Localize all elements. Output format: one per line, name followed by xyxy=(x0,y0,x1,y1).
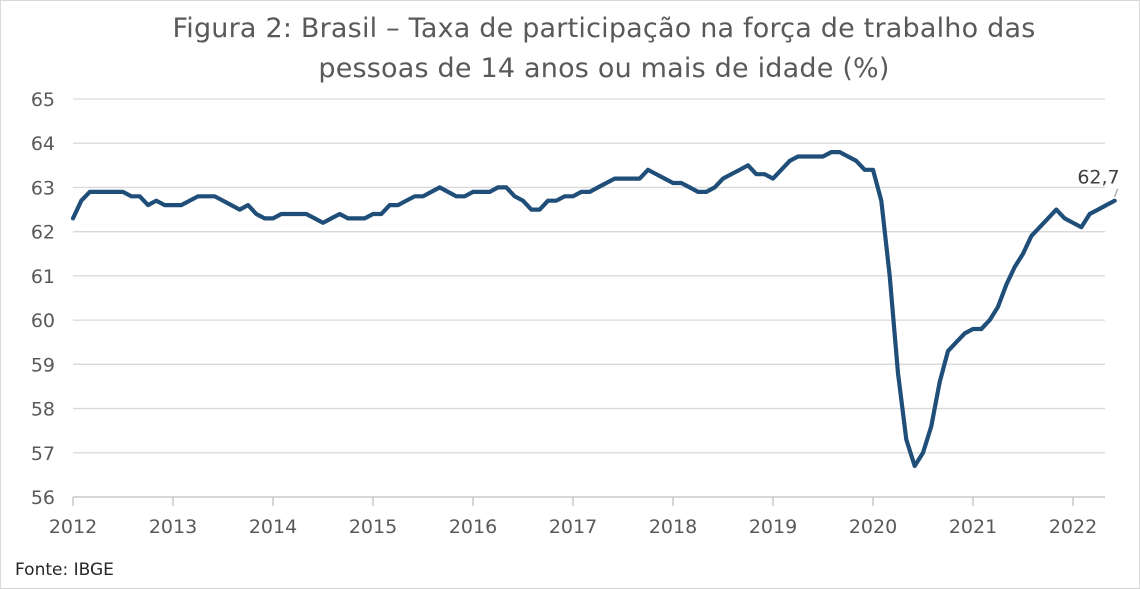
data-labels: 62,7 xyxy=(1077,167,1120,197)
x-tick-label-2018: 2018 xyxy=(649,516,697,538)
gridlines xyxy=(73,98,1105,454)
x-tick-label-2021: 2021 xyxy=(949,516,997,538)
y-axis-tick-labels: 56 57 58 59 60 61 62 63 64 65 xyxy=(31,89,55,509)
y-tick-label-61: 61 xyxy=(31,266,55,288)
y-tick-label-59: 59 xyxy=(31,354,55,376)
series xyxy=(70,150,1117,469)
chart-title-line-1: Figura 2: Brasil – Taxa de participação … xyxy=(172,13,1036,44)
x-tick-label-2015: 2015 xyxy=(349,516,397,538)
series-line-0 xyxy=(70,150,1117,469)
y-tick-label-60: 60 xyxy=(31,310,55,332)
chart-title-line-2: pessoas de 14 anos ou mais de idade (%) xyxy=(318,53,890,84)
x-tick-label-2016: 2016 xyxy=(449,516,497,538)
y-tick-label-56: 56 xyxy=(31,487,55,509)
y-tick-label-63: 63 xyxy=(31,177,55,199)
x-axis-tick-labels: 2012 2013 2014 2015 2016 2017 2018 2019 2020 2021… xyxy=(49,516,1097,538)
x-tick-label-2012: 2012 xyxy=(49,516,97,538)
x-tick-label-2013: 2013 xyxy=(149,516,197,538)
last-value-label: 62,7 xyxy=(1077,167,1119,189)
y-tick-label-62: 62 xyxy=(31,222,55,244)
y-tick-label-58: 58 xyxy=(31,399,55,421)
y-tick-label-64: 64 xyxy=(31,133,55,155)
x-tick-label-2019: 2019 xyxy=(749,516,797,538)
x-tick-label-2020: 2020 xyxy=(849,516,897,538)
x-tick-label-2022: 2022 xyxy=(1049,516,1097,538)
axes xyxy=(72,496,1105,506)
x-tick-label-2014: 2014 xyxy=(249,516,297,538)
y-tick-label-57: 57 xyxy=(31,443,55,465)
source-note: Fonte: IBGE xyxy=(15,560,114,580)
chart-title: Figura 2: Brasil – Taxa de participação … xyxy=(1,9,1140,89)
x-tick-label-2017: 2017 xyxy=(549,516,597,538)
last-value-leader xyxy=(1114,188,1119,197)
y-tick-label-65: 65 xyxy=(31,89,55,111)
